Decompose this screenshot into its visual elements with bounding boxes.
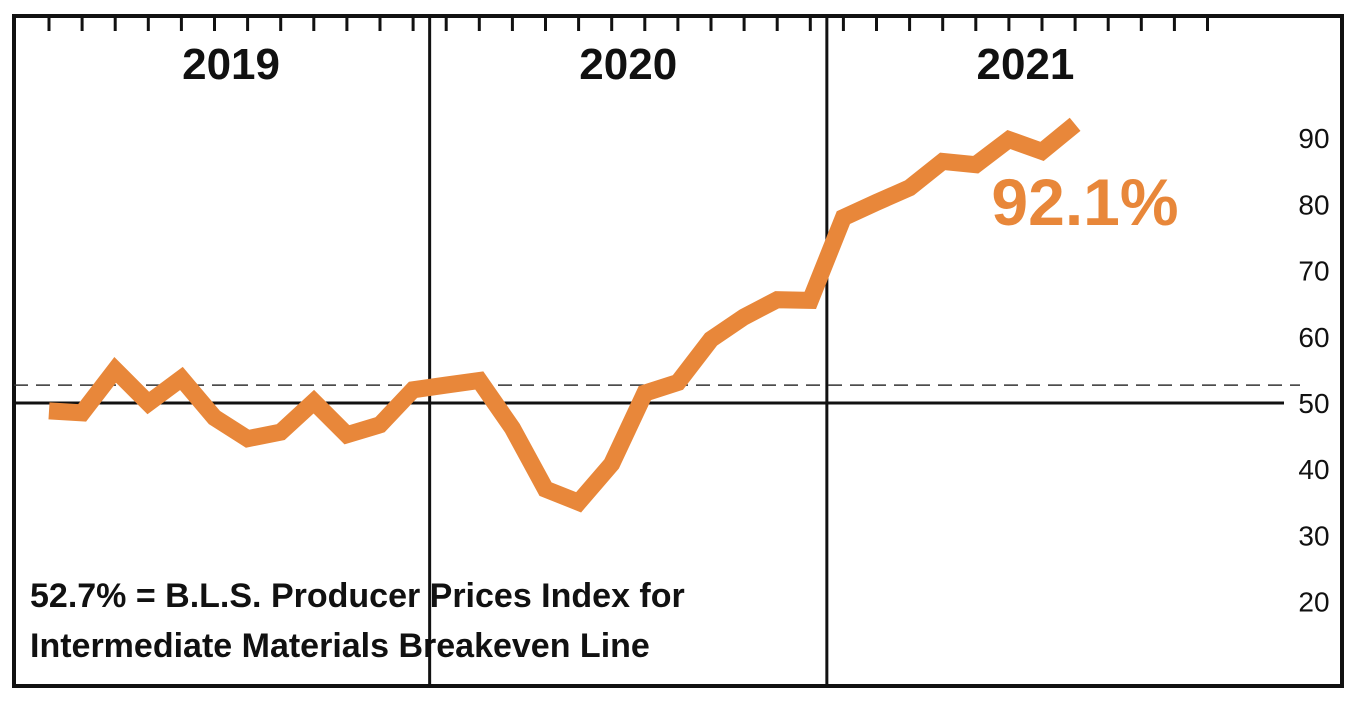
series-line-0 (48, 117, 1081, 513)
y-tick-label-40: 40 (1298, 454, 1329, 485)
y-tick-label-80: 80 (1298, 189, 1329, 220)
series-layer (48, 117, 1081, 513)
note-line-2: Intermediate Materials Breakeven Line (30, 627, 650, 665)
y-tick-label-30: 30 (1298, 520, 1329, 551)
year-label-2020: 2020 (579, 40, 677, 89)
end-value-label: 92.1% (991, 165, 1178, 239)
month-ticks (47, 16, 1209, 31)
y-tick-label-20: 20 (1298, 587, 1329, 618)
y-tick-label-50: 50 (1298, 388, 1329, 419)
note-line-1: 52.7% = B.L.S. Producer Prices Index for (30, 577, 685, 615)
year-label-2019: 2019 (182, 40, 280, 89)
y-tick-label-60: 60 (1298, 322, 1329, 353)
y-tick-label-90: 90 (1298, 123, 1329, 154)
breakeven-note: 52.7% = B.L.S. Producer Prices Index for… (30, 577, 685, 665)
y-tick-label-70: 70 (1298, 256, 1329, 287)
axis-labels: 2019 2020 2021 90 80 70 60 50 40 30 20 92.1% (182, 40, 1329, 618)
year-label-2021: 2021 (977, 40, 1075, 89)
